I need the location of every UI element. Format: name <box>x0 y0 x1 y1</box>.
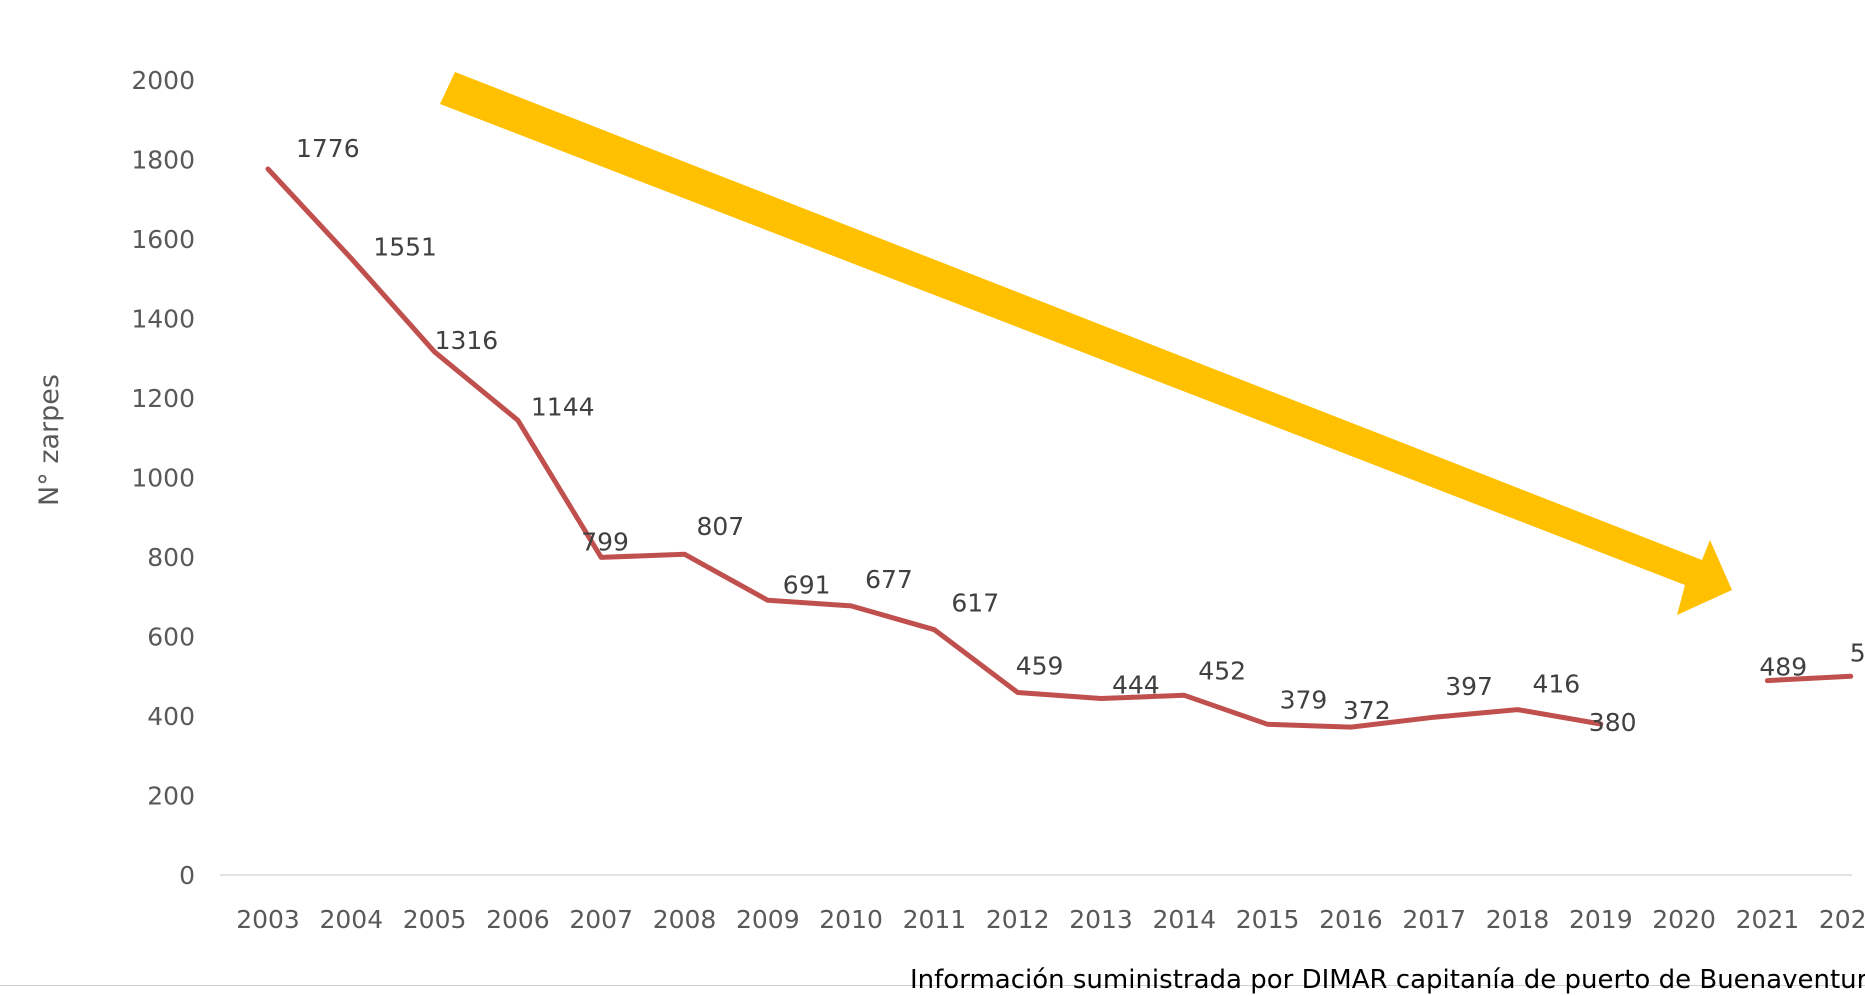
x-tick-label: 2007 <box>569 905 633 934</box>
series-segment <box>1764 673 1854 684</box>
y-tick-label: 800 <box>147 543 195 572</box>
x-tick-label: 2020 <box>1652 905 1716 934</box>
data-label: 1776 <box>296 134 360 163</box>
data-label: 500 <box>1850 638 1865 667</box>
x-tick-label: 2017 <box>1402 905 1466 934</box>
y-tick-label: 600 <box>147 623 195 652</box>
x-tick-label: 2012 <box>986 905 1050 934</box>
x-tick-label: 2014 <box>1152 905 1216 934</box>
y-tick-label: 1600 <box>131 225 195 254</box>
x-tick-label: 2018 <box>1486 905 1550 934</box>
data-label: 677 <box>865 565 913 594</box>
data-label: 452 <box>1198 656 1246 685</box>
x-tick-label: 2009 <box>736 905 800 934</box>
x-tick-label: 2015 <box>1236 905 1300 934</box>
source-note: Información suministrada por DIMAR capit… <box>910 965 1865 995</box>
data-label: 617 <box>951 589 999 618</box>
data-label: 1144 <box>531 392 595 421</box>
x-tick-label: 2010 <box>819 905 883 934</box>
data-label: 489 <box>1759 653 1807 682</box>
data-label: 380 <box>1589 708 1637 737</box>
data-label: 799 <box>581 527 629 556</box>
x-tick-label: 2016 <box>1319 905 1383 934</box>
y-tick-label: 400 <box>147 702 195 731</box>
x-tick-label: 2011 <box>903 905 967 934</box>
y-tick-label: 0 <box>179 861 195 890</box>
x-tick-label: 2005 <box>403 905 467 934</box>
x-tick-label: 2004 <box>319 905 383 934</box>
data-label: 397 <box>1445 672 1493 701</box>
y-tick-label: 2000 <box>131 66 195 95</box>
data-label: 372 <box>1343 696 1391 725</box>
trend-arrow <box>440 72 1732 615</box>
y-tick-label: 1800 <box>131 146 195 175</box>
data-label: 691 <box>783 570 831 599</box>
x-tick-label: 2006 <box>486 905 550 934</box>
y-tick-label: 200 <box>147 782 195 811</box>
y-tick-label: 1400 <box>131 305 195 334</box>
data-label: 459 <box>1016 652 1064 681</box>
data-labels: 1776 1551 1316 1144 799 807 691 677 617 459 444 452… <box>296 134 1865 737</box>
data-label: 807 <box>697 512 745 541</box>
x-tick-label: 2019 <box>1569 905 1633 934</box>
x-tick-label: 2013 <box>1069 905 1133 934</box>
data-label: 379 <box>1280 685 1328 714</box>
x-axis-tick-labels: 2003 2004 2005 2006 2007 2008 2009 2010 2011 2012… <box>236 905 1865 934</box>
series-line <box>265 166 1854 730</box>
y-tick-label: 1200 <box>131 384 195 413</box>
y-tick-label: 1000 <box>131 464 195 493</box>
x-tick-label: 2022 <box>1819 905 1865 934</box>
x-tick-label: 2008 <box>653 905 717 934</box>
x-tick-label: 2021 <box>1736 905 1800 934</box>
y-axis-tick-labels: 0 200 400 600 800 1000 1200 1400 1600 1800 2000 <box>131 66 195 890</box>
series-segment <box>265 166 1604 730</box>
data-label: 416 <box>1533 670 1581 699</box>
y-axis-title: N° zarpes <box>34 374 65 506</box>
data-label: 1551 <box>373 232 437 261</box>
x-tick-label: 2003 <box>236 905 300 934</box>
data-label: 1316 <box>435 326 499 355</box>
bottom-divider <box>0 985 1865 986</box>
data-label: 444 <box>1112 671 1160 700</box>
